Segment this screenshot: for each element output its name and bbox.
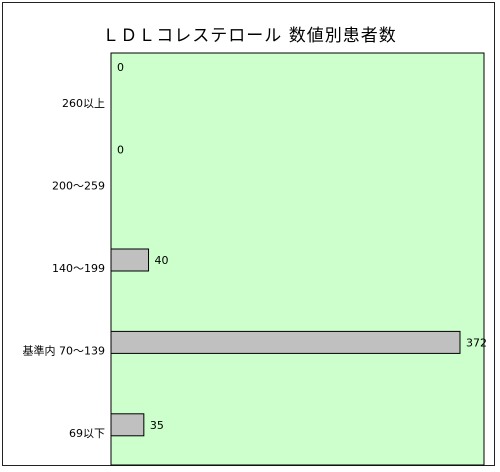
category-label: 260以上: [62, 97, 105, 110]
category-label: 200～259: [52, 180, 105, 193]
bar: [110, 330, 461, 354]
data-label: 0: [117, 61, 124, 74]
category-label: 基準内 70～139: [23, 343, 106, 357]
bar: [110, 248, 150, 272]
data-label: 35: [150, 419, 164, 432]
data-label: 372: [466, 336, 487, 349]
bar-chart: 0 260以上 0 200～259 40 140～199 372 基準内 70～139 35 69…: [23, 52, 488, 466]
data-label: 40: [155, 254, 169, 267]
category-label: 140～199: [52, 262, 105, 275]
bar: [110, 413, 145, 437]
bars-layer: 0 260以上 0 200～259 40 140～199 372 基準内 70～139 35 69…: [23, 61, 488, 440]
plot-area: [110, 52, 485, 466]
category-label: 69以下: [69, 427, 105, 440]
chart-frame: ＬＤＬコレステロール 数値別患者数 0 260以上 0 200～259 40 140～19…: [2, 2, 495, 466]
data-label: 0: [117, 144, 124, 157]
chart-title: ＬＤＬコレステロール 数値別患者数: [102, 26, 397, 46]
